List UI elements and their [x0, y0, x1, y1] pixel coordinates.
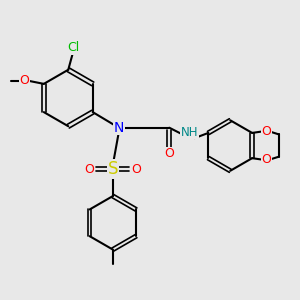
- Text: O: O: [131, 163, 141, 176]
- Text: O: O: [85, 163, 94, 176]
- Text: O: O: [262, 125, 271, 138]
- Text: O: O: [164, 147, 174, 161]
- Text: O: O: [262, 153, 271, 166]
- Text: N: N: [114, 121, 124, 135]
- Text: S: S: [108, 160, 118, 178]
- Text: O: O: [20, 74, 29, 87]
- Text: Cl: Cl: [68, 41, 80, 54]
- Text: NH: NH: [181, 126, 198, 139]
